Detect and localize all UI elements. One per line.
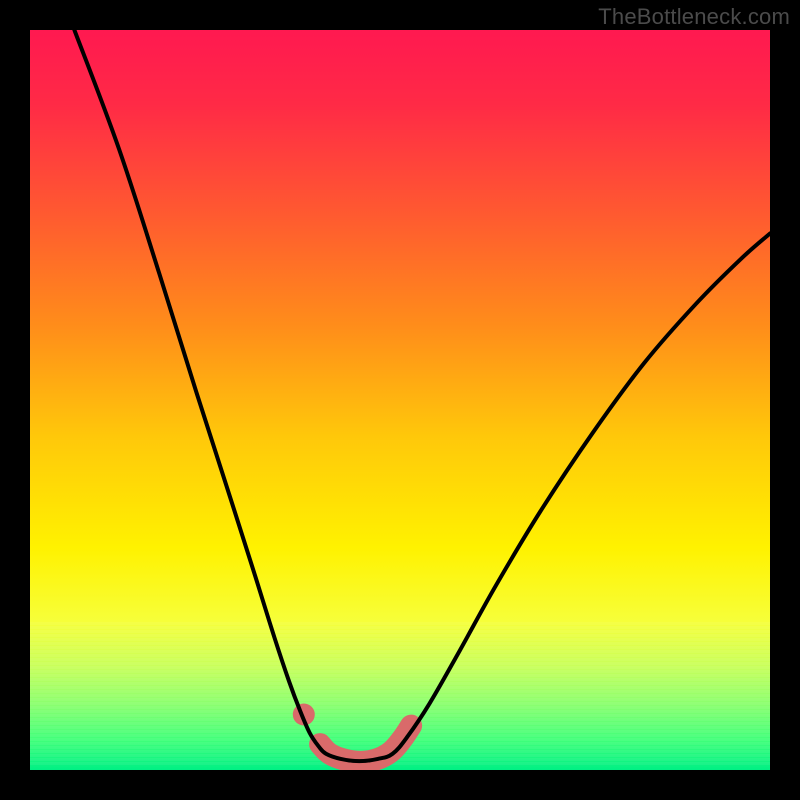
- chart-container: TheBottleneck.com: [0, 0, 800, 800]
- chart-svg: [0, 0, 800, 800]
- watermark-text: TheBottleneck.com: [598, 4, 790, 30]
